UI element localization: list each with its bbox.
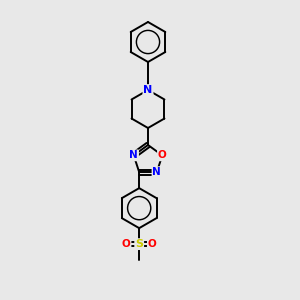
Text: O: O — [158, 150, 167, 161]
Text: N: N — [129, 150, 138, 161]
Text: S: S — [135, 239, 143, 249]
Text: O: O — [122, 239, 130, 249]
Text: N: N — [143, 85, 153, 95]
Text: N: N — [152, 167, 161, 177]
Text: O: O — [148, 239, 157, 249]
